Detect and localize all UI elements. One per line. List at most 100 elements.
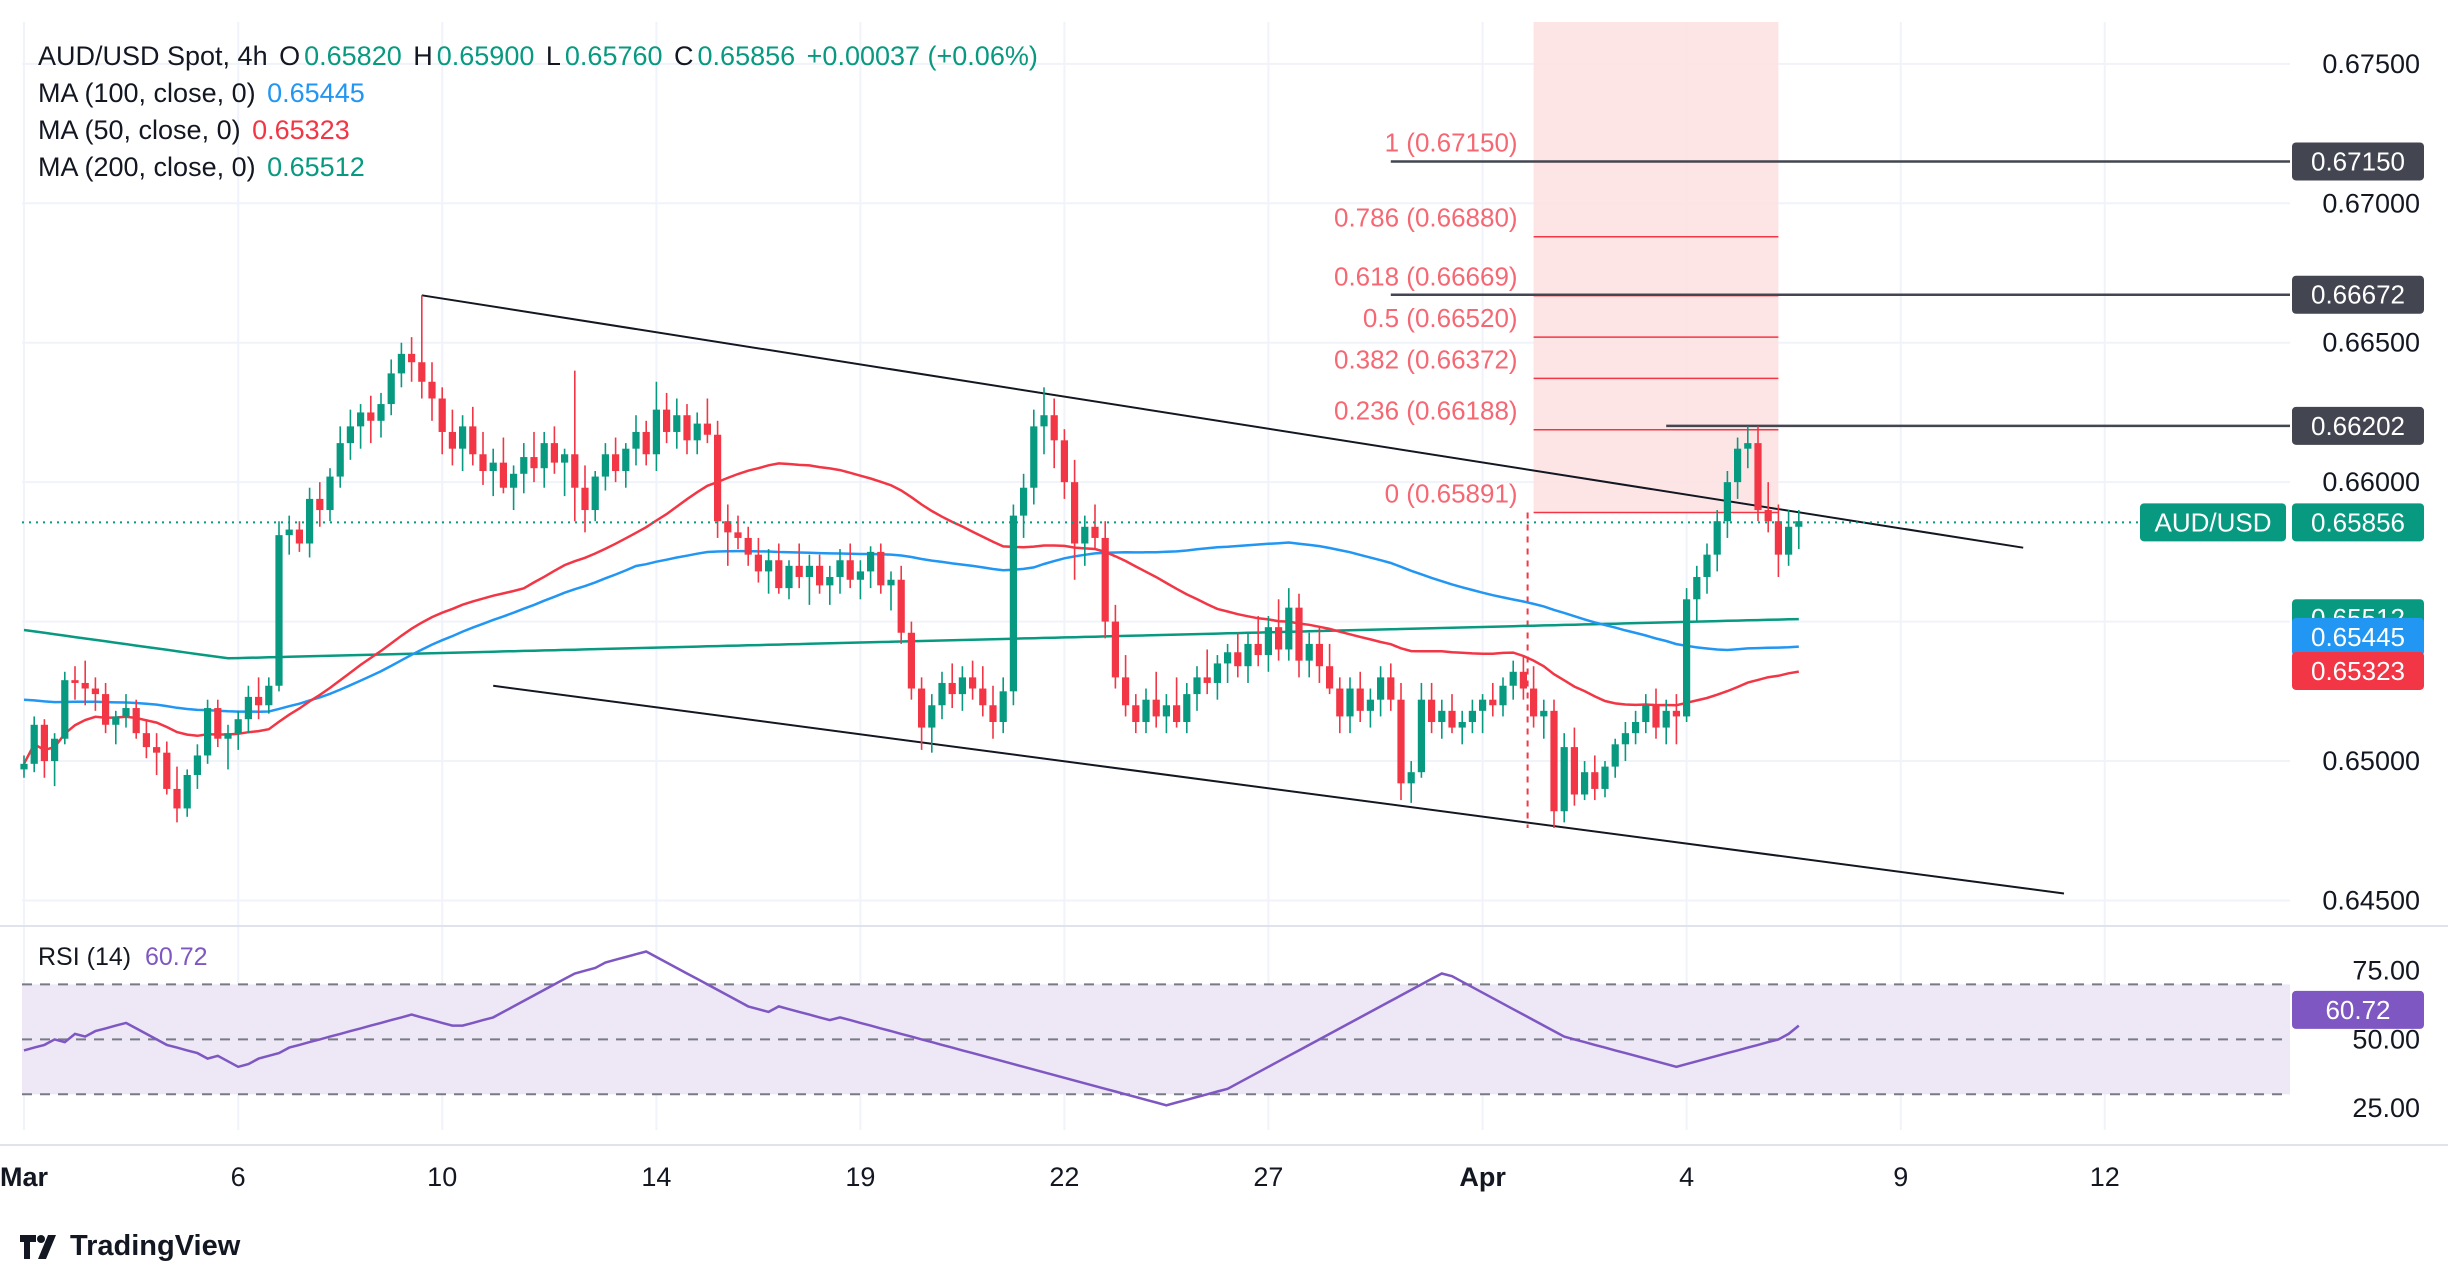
price-tick-label: 0.64500: [2322, 885, 2420, 915]
symbol-title[interactable]: AUD/USD Spot, 4h: [38, 41, 268, 71]
candle-body: [1458, 721, 1466, 728]
candle-body: [1632, 721, 1640, 734]
candle-body: [1264, 627, 1272, 656]
candle-body: [979, 688, 987, 706]
price-badge-text: 0.66672: [2311, 280, 2405, 310]
rsi-pane: [22, 950, 2290, 1107]
ma100-value: 0.65445: [267, 78, 365, 108]
candle-body: [989, 705, 997, 722]
candle-body: [30, 724, 38, 764]
candle-body: [1795, 521, 1803, 527]
rsi-tick-label: 25.00: [2352, 1093, 2420, 1123]
ma200-legend[interactable]: MA (200, close, 0) 0.65512: [38, 149, 369, 185]
descending-channel[interactable]: [421, 294, 2065, 895]
candle-body: [1346, 688, 1354, 717]
high-label: H: [413, 41, 433, 71]
candle-body: [958, 677, 966, 695]
candle-body: [765, 560, 773, 572]
candle-body: [1234, 652, 1242, 667]
time-tick-label: 10: [427, 1162, 457, 1192]
moving-averages: [22, 462, 1800, 765]
rsi-legend[interactable]: RSI (14) 60.72: [38, 943, 208, 972]
candle-body: [1601, 766, 1609, 789]
candle-body: [1397, 699, 1405, 784]
candle-body: [1244, 643, 1252, 667]
price-badge: [2292, 503, 2424, 542]
candle-body: [81, 682, 89, 689]
candle-body: [795, 565, 803, 577]
candle-body: [214, 708, 222, 739]
candle-body: [703, 423, 711, 435]
gridlines: [0, 22, 2448, 1146]
price-tick-label: 0.67000: [2322, 188, 2420, 218]
fib-level-label: 0.382 (0.66372): [1334, 344, 1518, 374]
candle-body: [377, 404, 385, 421]
candle-body: [357, 412, 365, 427]
brand-name: TradingView: [70, 1230, 241, 1262]
candle-body: [1101, 537, 1109, 622]
candle-body: [51, 738, 59, 762]
candle-body: [1611, 744, 1619, 767]
candle-body: [550, 443, 558, 463]
candle-body: [1713, 521, 1721, 555]
candle-body: [438, 398, 446, 432]
symbol-name-badge: [2140, 503, 2286, 542]
candle-body: [244, 696, 252, 720]
ma100-label: MA (100, close, 0): [38, 78, 256, 108]
candle-body: [1060, 440, 1068, 483]
candle-body: [234, 719, 242, 734]
candle-body: [938, 682, 946, 706]
time-tick-label: 22: [1049, 1162, 1079, 1192]
candle-body: [663, 409, 671, 432]
fib-level-label: 0.236 (0.66188): [1334, 396, 1518, 426]
low-label: L: [545, 41, 561, 71]
candle-body: [204, 708, 212, 756]
ma50-legend[interactable]: MA (50, close, 0) 0.65323: [38, 112, 354, 148]
candle-body: [479, 454, 487, 471]
candle-body: [1336, 688, 1344, 717]
candle-body: [1662, 710, 1670, 728]
price-labels: 0.671500.666720.66202AUD/USD0.658560.655…: [2140, 142, 2424, 1029]
fibonacci-retracement[interactable]: 1 (0.67150) 0.786 (0.66880) 0.618 (0.66669…: [1334, 22, 1779, 828]
candle-body: [153, 747, 161, 753]
time-tick-label: Mar: [0, 1162, 48, 1192]
time-axis[interactable]: Mar 6 10 14 19 22 27 Apr 4 9 12: [0, 1162, 2120, 1192]
price-badge: [2292, 142, 2424, 181]
price-axis[interactable]: 0.675000.670000.665000.660000.655000.650…: [2322, 49, 2420, 1123]
rsi-line: [23, 950, 1800, 1107]
candle-body: [775, 560, 783, 589]
candle-body: [1213, 663, 1221, 683]
candle-body: [1540, 710, 1548, 717]
ma200-label: MA (200, close, 0): [38, 152, 256, 182]
channel-lower-line: [493, 684, 2065, 895]
ma50-line: [22, 462, 1800, 765]
candle-body: [367, 412, 375, 421]
fib-zone: [1533, 22, 1779, 513]
candle-body: [1377, 677, 1385, 700]
candle-body: [826, 576, 834, 586]
candle-body: [499, 462, 507, 488]
candle-body: [1183, 694, 1191, 722]
candle-body: [316, 498, 324, 511]
candle-body: [1530, 688, 1538, 717]
open-label: O: [279, 41, 301, 71]
open-value: 0.65820: [304, 41, 402, 71]
candle-body: [1764, 510, 1772, 522]
candle-body: [1672, 710, 1680, 717]
price-badge: [2292, 406, 2424, 445]
candle-body: [1193, 677, 1201, 695]
candle-body: [581, 487, 589, 511]
candle-body: [1774, 521, 1782, 555]
candle-body: [1387, 677, 1395, 700]
candle-body: [591, 476, 599, 511]
tradingview-logo[interactable]: TradingView: [20, 1230, 240, 1263]
candle-body: [622, 448, 630, 471]
ma100-legend[interactable]: MA (100, close, 0) 0.65445: [38, 75, 369, 111]
horizontal-lines[interactable]: [1390, 160, 2290, 428]
candle-body: [683, 415, 691, 441]
symbol-name-text: AUD/USD: [2154, 507, 2271, 537]
price-badge-text: 0.65445: [2311, 622, 2405, 652]
candle-body: [1683, 599, 1691, 717]
candle-body: [1581, 772, 1589, 795]
